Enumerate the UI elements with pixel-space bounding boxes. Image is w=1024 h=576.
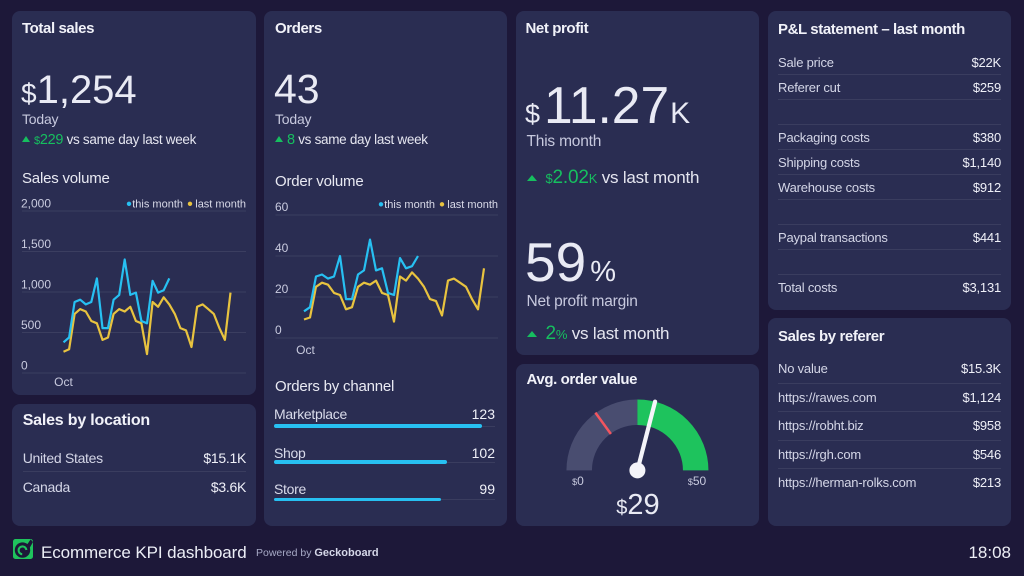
svg-text:Oct: Oct (296, 343, 315, 357)
svg-text:last month: last month (195, 199, 246, 211)
svg-text:20: 20 (275, 282, 289, 296)
svg-text:$50: $50 (688, 474, 707, 488)
svg-text:$29: $29 (616, 489, 659, 521)
svg-text:0: 0 (21, 359, 28, 373)
svg-text:this month: this month (384, 199, 435, 211)
svg-text:Oct: Oct (54, 375, 73, 389)
svg-text:60: 60 (275, 200, 289, 214)
svg-text:2,000: 2,000 (21, 197, 51, 211)
svg-text:1,500: 1,500 (21, 237, 51, 251)
svg-text:$0: $0 (572, 474, 584, 488)
svg-text:this month: this month (132, 199, 183, 211)
svg-text:40: 40 (275, 241, 289, 255)
svg-text:last month: last month (447, 199, 498, 211)
svg-text:0: 0 (275, 323, 282, 337)
svg-text:500: 500 (21, 318, 41, 332)
svg-text:1,000: 1,000 (21, 278, 51, 292)
